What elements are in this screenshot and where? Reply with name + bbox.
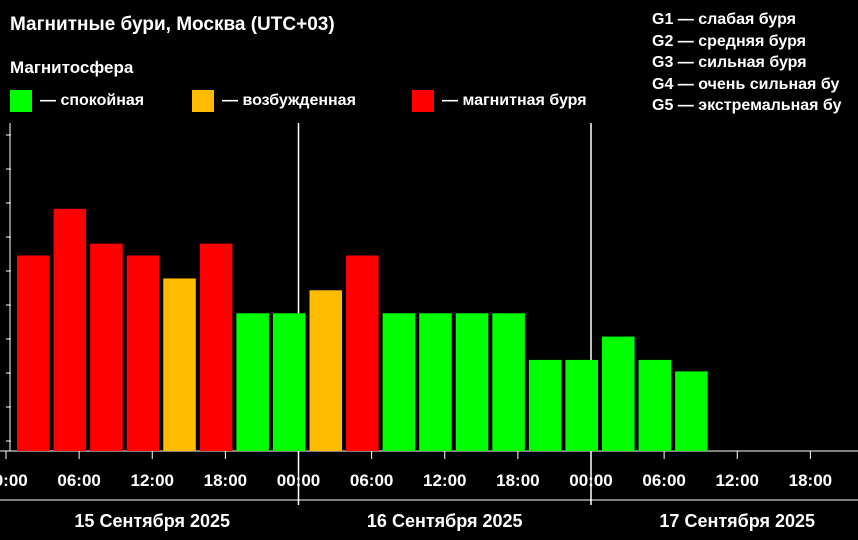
time-tick-label: 00:00 — [0, 471, 28, 490]
g-scale-g2: G2 — средняя буря — [652, 32, 806, 50]
kp-bar — [17, 255, 50, 451]
time-tick-label: 06:00 — [350, 471, 393, 490]
kp-bar — [528, 359, 562, 451]
kp-bar — [236, 313, 269, 451]
legend-label-storm: — магнитная буря — [442, 92, 587, 109]
chart-title: Магнитные бури, Москва (UTC+03) — [10, 14, 335, 35]
time-tick-label: 12:00 — [131, 471, 174, 490]
g-scale-g3: G3 — сильная буря — [652, 54, 807, 71]
time-tick-label: 00:00 — [277, 471, 320, 490]
kp-bar — [492, 313, 525, 451]
legend-item-quiet: — спокойная — [10, 88, 144, 114]
time-tick-label: 06:00 — [642, 471, 685, 490]
legend-item-storm: — магнитная буря — [412, 88, 587, 114]
kp-bar — [309, 290, 343, 451]
kp-bar — [382, 313, 416, 451]
time-tick-label: 12:00 — [716, 471, 759, 490]
kp-bar — [53, 208, 87, 451]
legend-swatch-quiet — [10, 90, 32, 112]
legend-swatch-active — [192, 90, 214, 112]
time-tick-label: 18:00 — [789, 471, 832, 490]
kp-bar — [638, 359, 672, 451]
kp-bar — [419, 313, 452, 451]
kp-bar — [675, 371, 708, 451]
legend-label-quiet: — спокойная — [40, 92, 145, 109]
kp-bar — [272, 313, 306, 451]
kp-bar — [602, 336, 635, 451]
legend-item-active: — возбужденная — [192, 88, 356, 114]
kp-bar — [199, 243, 233, 451]
legend-swatch-storm — [412, 90, 434, 112]
magnetosphere-label: Магнитосфера — [10, 58, 134, 77]
date-label: 17 Сентября 2025 — [659, 511, 815, 531]
time-tick-label: 00:00 — [569, 471, 612, 490]
legend-label-active: — возбужденная — [222, 92, 356, 109]
time-tick-label: 12:00 — [423, 471, 466, 490]
time-tick-label: 06:00 — [57, 471, 100, 490]
kp-bar — [163, 278, 196, 451]
g-scale-list: G1 — слабая буря G2 — средняя буря G3 — … — [652, 9, 842, 117]
kp-bar — [90, 243, 123, 451]
time-tick-label: 18:00 — [204, 471, 247, 490]
kp-bar — [126, 255, 160, 451]
time-tick-label: 18:00 — [496, 471, 539, 490]
g-scale-g5: G5 — экстремальная бу — [652, 97, 842, 114]
kp-bar — [565, 359, 598, 451]
g-scale-g1: G1 — слабая буря — [652, 11, 797, 28]
kp-bar — [455, 313, 489, 451]
date-label: 15 Сентября 2025 — [74, 511, 230, 531]
g-scale-g4: G4 — очень сильная бу — [652, 75, 840, 93]
date-label: 16 Сентября 2025 — [367, 511, 523, 531]
kp-bar — [346, 255, 379, 451]
